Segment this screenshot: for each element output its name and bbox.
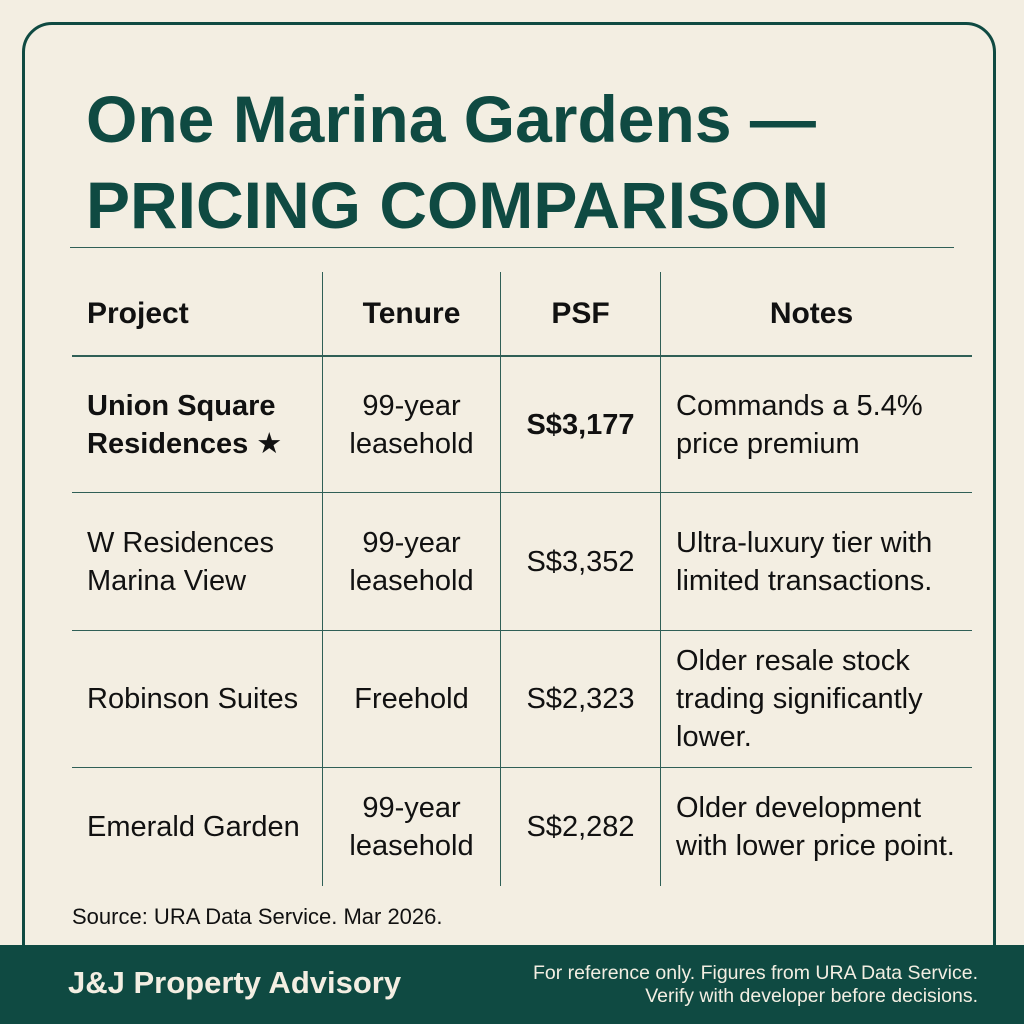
title: One Marina Gardens — PRICING COMPARISON [86,76,966,248]
column-header: Project [72,272,322,357]
table-cell: W Residences Marina View [72,493,322,631]
pricing-table: Project Tenure PSF Notes Union Square Reside… [72,272,972,886]
table-cell: S$3,177 [500,357,660,493]
table-cell: Emerald Garden [87,811,300,843]
disclaimer-line: For reference only. Figures from URA Dat… [532,962,978,984]
divider [70,247,954,248]
table-cell: Older development with lower price point… [660,768,972,886]
table-cell: Freehold [322,631,500,768]
table-cell: S$3,352 [500,493,660,631]
source-note: Source: URA Data Service. Mar 2026. [72,904,443,929]
disclaimer: For reference only. Figures from URA Dat… [533,962,978,1008]
title-line: One Marina Gardens — [86,82,816,156]
brand: J&J Property Advisory [68,965,402,1000]
title-line: PRICING COMPARISON [86,168,830,242]
table-cell: Older resale stock trading significantly… [660,631,972,768]
table-cell: Union Square Residences ★ [72,357,322,493]
disclaimer-line: Verify with developer before decisions. [645,985,978,1007]
table-cell: S$2,323 [500,631,660,768]
table-cell: 99-year leasehold [322,357,500,493]
column-header: Notes [660,272,972,357]
table-cell: Commands a 5.4% price premium [660,357,972,493]
column-header: PSF [500,272,660,357]
table-cell: Robinson Suites [72,631,322,768]
table-cell: S$2,282 [500,768,660,886]
table-cell: Ultra-luxury tier with limited transacti… [660,493,972,631]
table-cell: 99-year leasehold [322,768,500,886]
footer: J&J Property Advisory For reference only… [0,945,1024,1024]
table-cell: 99-year leasehold [322,493,500,631]
column-header: Tenure [322,272,500,357]
